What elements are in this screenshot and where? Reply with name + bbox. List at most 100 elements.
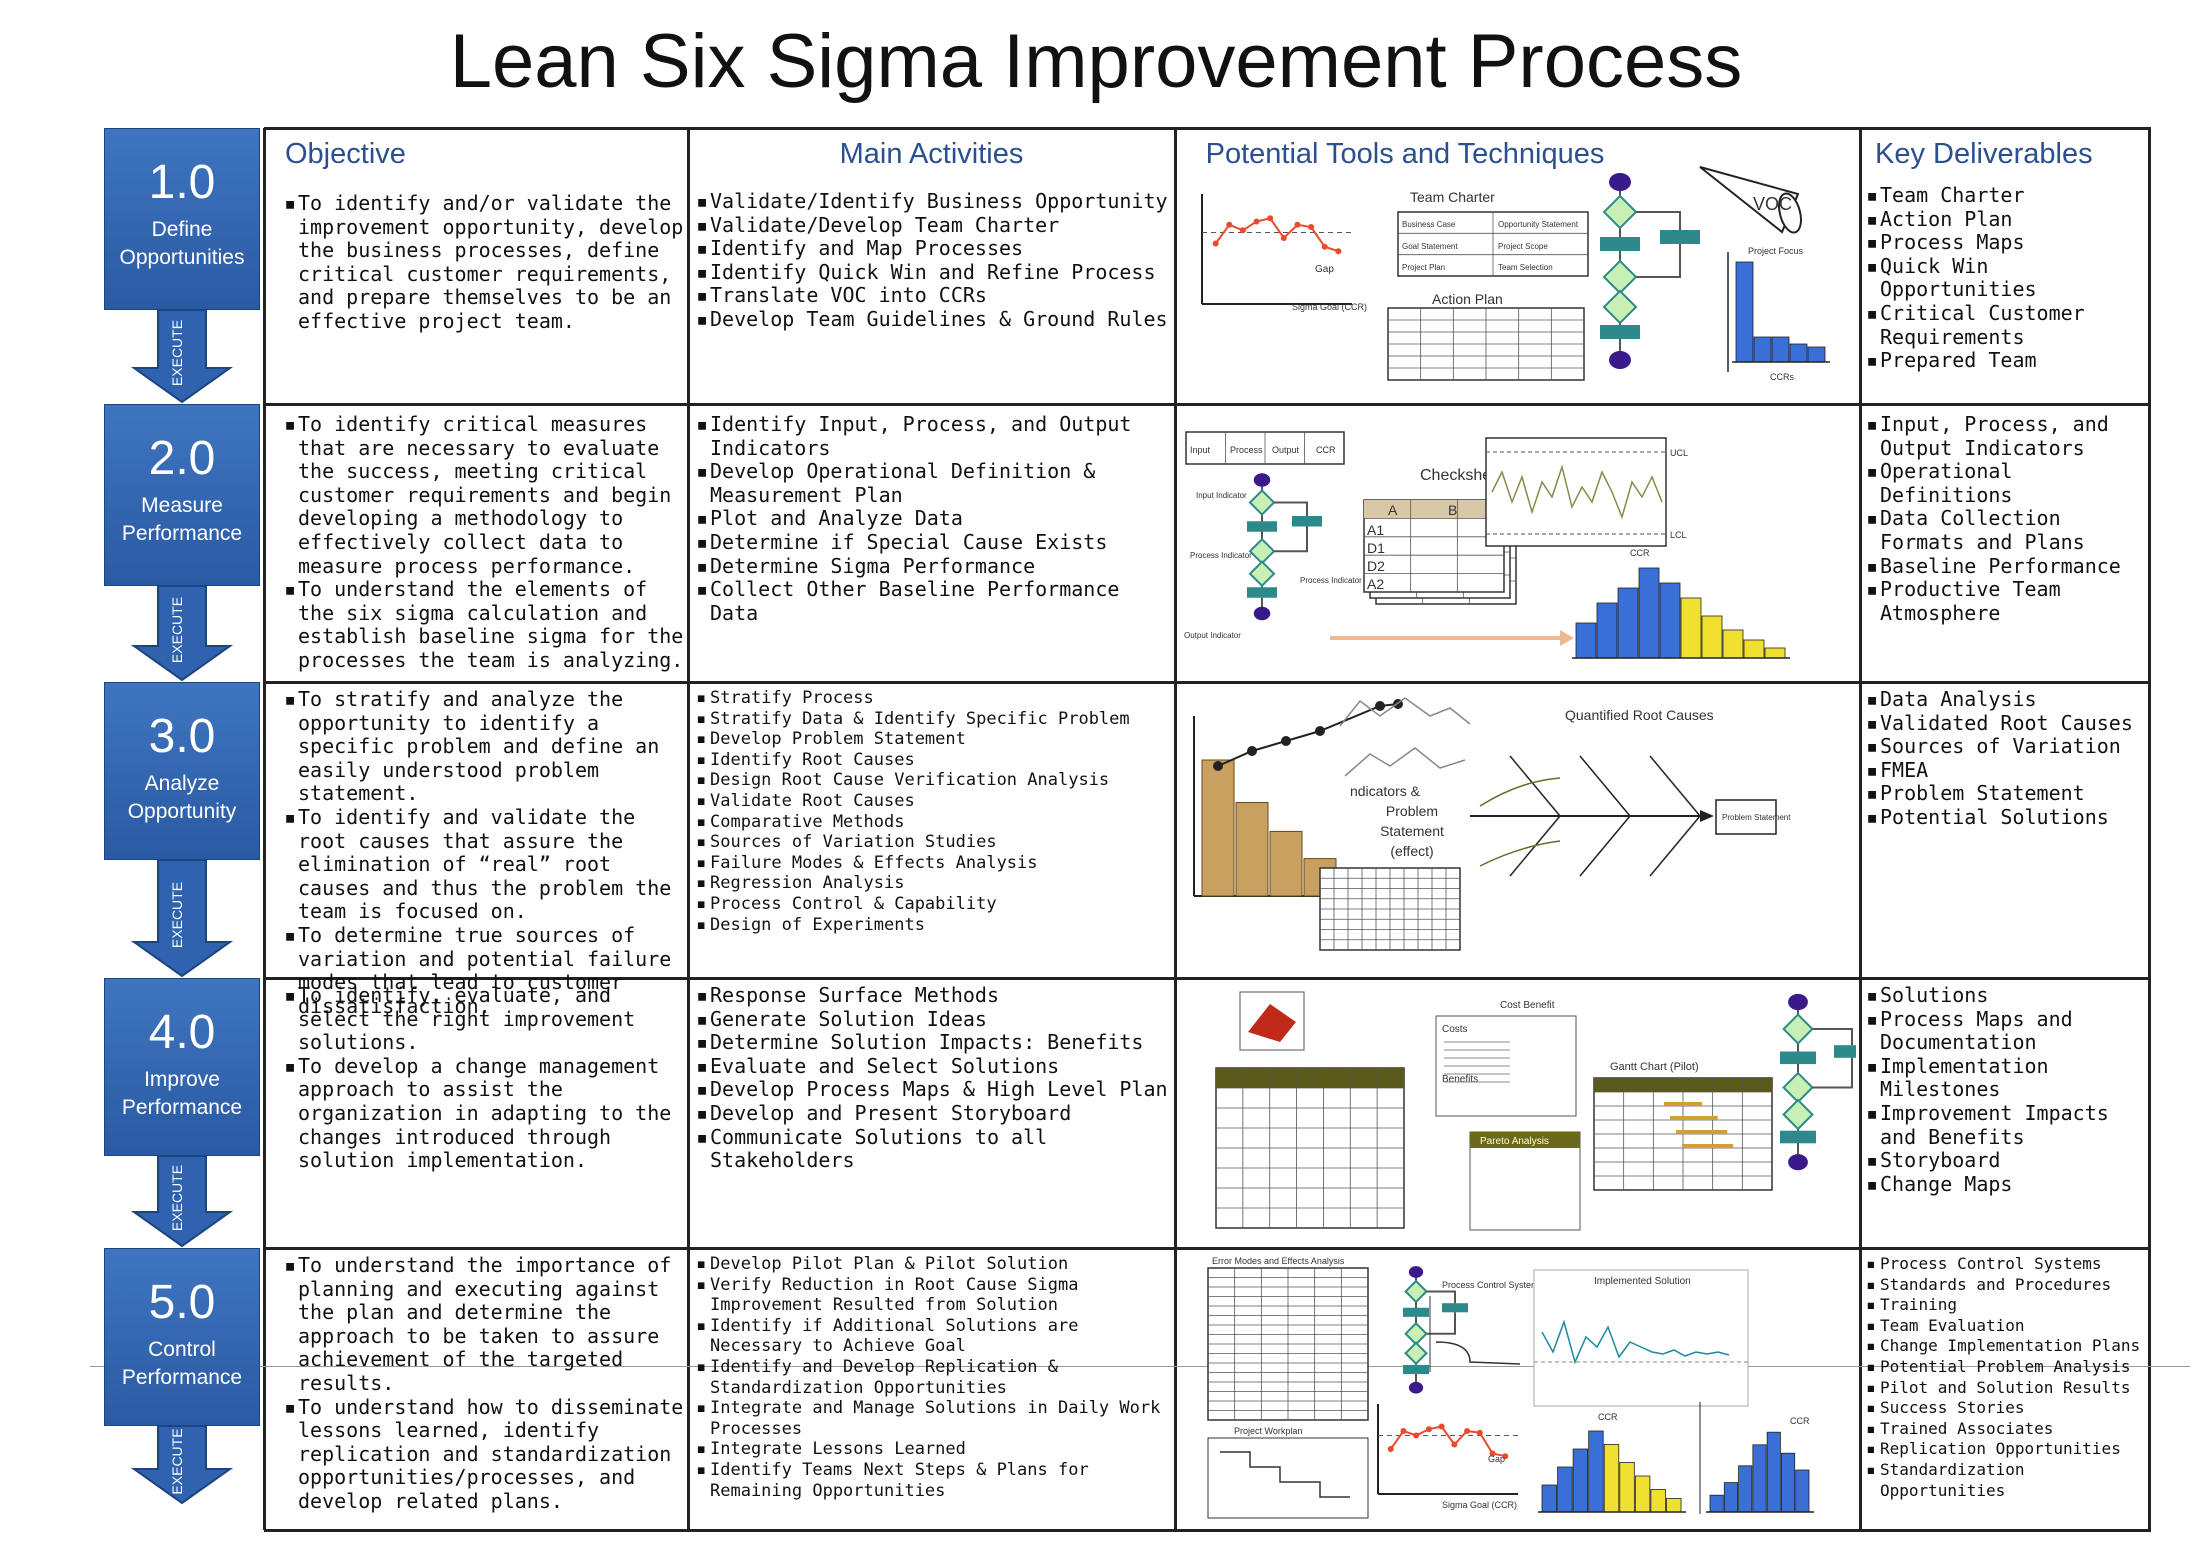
activity-item: Integrate Lessons Learned [696,1439,1170,1460]
flow-decision [1602,259,1638,295]
run-point [1387,1446,1394,1452]
hist-bar [1743,639,1765,659]
activity-item: Validate/Identify Business Opportunity [696,189,1170,214]
activity-item: Develop and Present Storyboard [696,1101,1170,1126]
hist-bar [1807,346,1826,363]
pareto-point [1375,701,1385,711]
run-point [1464,1428,1471,1434]
phase-name-line1: Control [148,1338,216,1361]
activity-item: Collect Other Baseline Performance Data [696,577,1170,625]
deliverable-item: Data Collection Formats and Plans [1866,507,2146,554]
tool-label: Process Control System [1442,1280,1539,1290]
activity-item: Communicate Solutions to all Stakeholder… [696,1125,1170,1173]
hist-bar [1650,1489,1666,1513]
flow-decision [1404,1321,1428,1346]
hist-bar [1541,1484,1557,1513]
deliverables-list: SolutionsProcess Maps and DocumentationI… [1866,983,2146,1196]
phase-number: 1.0 [148,156,216,209]
activity-item: Evaluate and Select Solutions [696,1054,1170,1079]
grid-vline [687,128,690,1530]
execute-label: EXECUTE [169,1428,185,1494]
tool-label: CCR [1790,1416,1810,1426]
hist-bar [1638,567,1660,659]
project-workplan [1207,1437,1369,1519]
deliverable-item: Sources of Variation [1866,735,2146,759]
pareto-point [1247,746,1257,756]
run-point [1425,1426,1432,1433]
tool-label: Process [1230,445,1263,455]
grid-hline [264,1247,2151,1250]
tool-label: Input Indicator [1196,491,1247,500]
tool-label: Problem Statement [1722,813,1791,822]
tool-label: Input [1190,445,1211,455]
tool-label: CCR [1316,445,1336,455]
hist-bar [1659,582,1681,659]
run-point [1212,240,1219,247]
flow-start [1609,173,1631,191]
flow-decision [1248,560,1276,588]
grid-vline [263,128,266,1530]
phase-block-2: 2.0 Measure Performance [104,404,260,586]
deliverables-list: Team CharterAction PlanProcess MapsQuick… [1866,183,2146,373]
run-point [1239,227,1246,234]
hist-bar [1617,587,1639,659]
deliverable-item: Problem Statement [1866,782,2146,806]
objective-item: To develop a change management approach … [284,1054,684,1173]
flow-step [1403,1364,1429,1375]
deliverable-item: Prepared Team [1866,349,2146,373]
deliverable-item: Team Charter [1866,183,2146,208]
execute-label: EXECUTE [169,597,185,663]
flow-decision [1248,537,1276,565]
hist-bar [1588,1430,1604,1513]
deliverable-item: Pilot and Solution Results [1866,1378,2146,1399]
hist-bar [1766,1431,1781,1513]
activity-item: Process Control & Capability [696,894,1170,915]
tool-label: A2 [1367,576,1384,592]
deliverable-item: Critical Customer Requirements [1866,301,2146,349]
activity-item: Determine Solution Impacts: Benefits [696,1031,1170,1055]
hist-bar [1753,336,1772,363]
deliverable-item: Training [1866,1295,2146,1316]
tools-illustration-1: Gap Sigma Goal (CCR) Team Charter Business … [1180,132,1856,400]
phase-name-line1: Improve [144,1068,220,1091]
problem-statement-box [1715,799,1777,835]
deliverable-item: Validated Root Causes [1866,711,2146,736]
flow-end [1609,351,1631,369]
execute-arrow: EXECUTE [104,585,260,682]
hist-bar [1764,647,1786,659]
flow-start [1408,1266,1424,1278]
phase-name-line2: Performance [121,1096,243,1119]
activities-list: Response Surface MethodsGenerate Solutio… [696,983,1170,1173]
tool-label: D1 [1367,540,1385,556]
flow-step [1780,1051,1816,1065]
pareto-point [1281,736,1291,746]
flow-step [1834,1045,1870,1058]
activity-item: Develop Pilot Plan & Pilot Solution [696,1254,1170,1275]
pareto-point [1213,761,1223,771]
activity-item: Validate Root Causes [696,791,1170,812]
header-tools: Potential Tools and Techniques [1205,138,1605,170]
activity-item: Regression Analysis [696,873,1170,894]
objective-list: To stratify and analyze the opportunity … [284,687,684,1018]
tool-label: Project Workplan [1234,1426,1302,1436]
deliverable-item: Process Control Systems [1866,1254,2146,1275]
deliverable-item: Team Evaluation [1866,1316,2146,1337]
flow-decision [1248,489,1276,516]
tool-label: Business Case [1402,220,1456,229]
phase-number: 5.0 [148,1276,216,1329]
activity-item: Stratify Data & Identify Specific Proble… [696,709,1170,730]
run-point [1321,243,1328,250]
run-point [1502,1453,1509,1460]
execute-arrow: EXECUTE [104,1425,260,1505]
phase-name-line1: Measure [141,494,223,517]
deliverable-item: Process Maps and Documentation [1866,1007,2146,1055]
deliverables-list: Input, Process, and Output IndicatorsOpe… [1866,412,2146,625]
deliverable-item: Potential Solutions [1866,805,2146,830]
phase-number: 3.0 [148,710,216,763]
activity-item: Develop Operational Definition & Measure… [696,459,1170,507]
objective-list: To identify critical measures that are n… [284,412,684,673]
objective-list: To identify, evaluate, and select the ri… [284,983,684,1173]
activities-list: Stratify ProcessStratify Data & Identify… [696,688,1170,935]
objective-item: To identify and validate the root causes… [284,805,684,924]
tool-label: CCR [1598,1412,1618,1422]
